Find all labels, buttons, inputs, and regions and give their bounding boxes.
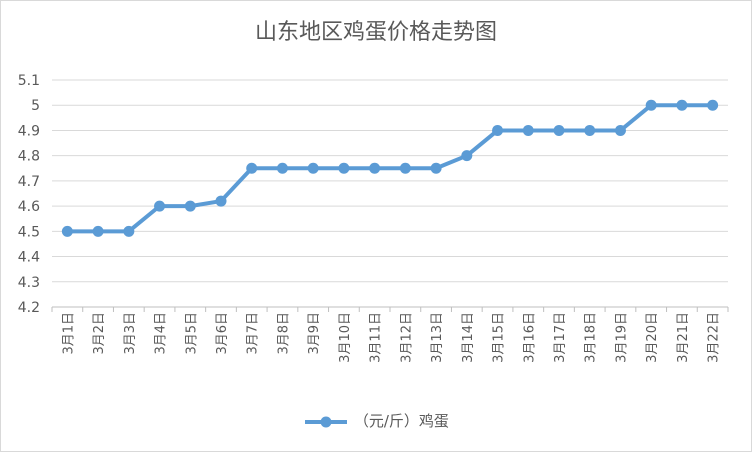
y-tick-label: 5.1 xyxy=(18,73,40,89)
x-tick-label: 3月19日 xyxy=(614,312,629,363)
y-tick-label: 4.7 xyxy=(18,174,40,190)
data-point xyxy=(61,225,73,237)
y-tick-labels: 4.2 4.3 4.4 4.5 4.6 4.7 4.8 4.9 5 5.1 xyxy=(18,73,40,316)
data-point xyxy=(246,162,258,174)
data-point xyxy=(338,162,350,174)
x-tick-label: 3月21日 xyxy=(676,312,691,363)
legend: （元/斤）鸡蛋 xyxy=(0,410,752,431)
y-tick-label: 4.5 xyxy=(18,224,40,240)
data-point xyxy=(584,124,596,136)
data-point xyxy=(399,162,411,174)
data-point xyxy=(276,162,288,174)
data-point xyxy=(123,225,135,237)
data-point xyxy=(522,124,534,136)
data-point xyxy=(430,162,442,174)
data-points xyxy=(61,99,719,237)
x-tick-label: 3月12日 xyxy=(399,312,414,363)
data-point xyxy=(215,195,227,207)
x-tick-label: 3月20日 xyxy=(645,312,660,363)
y-tick-label: 4.2 xyxy=(18,300,40,316)
data-point xyxy=(707,99,719,111)
series-line-path xyxy=(65,103,715,234)
x-axis xyxy=(51,306,729,312)
y-tick-label: 4.9 xyxy=(18,123,40,139)
data-point xyxy=(614,124,626,136)
y-tick-label: 4.8 xyxy=(18,149,40,165)
legend-label: （元/斤）鸡蛋 xyxy=(353,412,449,430)
x-tick-label: 3月18日 xyxy=(584,312,599,363)
x-tick-label: 3月17日 xyxy=(553,312,568,363)
x-tick-label: 3月16日 xyxy=(522,312,537,363)
gridlines xyxy=(52,79,728,308)
y-tick-label: 4.3 xyxy=(18,275,40,291)
y-tick-label: 5 xyxy=(31,98,40,114)
x-tick-label: 3月2日 xyxy=(92,312,107,355)
data-point xyxy=(676,99,688,111)
chart-title: 山东地区鸡蛋价格走势图 xyxy=(254,20,497,45)
x-tick-label: 3月11日 xyxy=(369,312,384,363)
data-point xyxy=(154,200,166,212)
x-tick-label: 3月22日 xyxy=(707,312,722,363)
y-tick-label: 4.6 xyxy=(18,199,40,215)
x-tick-label: 3月14日 xyxy=(461,312,476,363)
legend-marker xyxy=(305,416,348,427)
data-point xyxy=(184,200,196,212)
x-tick-label: 3月7日 xyxy=(246,312,261,355)
series-line xyxy=(65,103,715,234)
data-point xyxy=(461,150,473,162)
x-tick-label: 3月8日 xyxy=(276,312,291,355)
data-point xyxy=(92,225,104,237)
data-point xyxy=(553,124,565,136)
x-tick-label: 3月3日 xyxy=(123,312,138,355)
x-tick-label: 3月10日 xyxy=(338,312,353,363)
x-tick-labels: 3月1日 3月2日 3月3日 3月4日 3月5日 3月6日 3月7日 3月8日 3月9日 3月10… xyxy=(61,312,721,363)
x-tick-label: 3月5日 xyxy=(184,312,199,355)
data-point xyxy=(307,162,319,174)
y-tick-label: 4.4 xyxy=(18,250,40,266)
data-point xyxy=(369,162,381,174)
x-tick-label: 3月6日 xyxy=(215,312,230,355)
data-point xyxy=(645,99,657,111)
x-tick-label: 3月4日 xyxy=(154,312,169,355)
x-tick-label: 3月13日 xyxy=(430,312,445,363)
x-tick-label: 3月1日 xyxy=(61,312,76,355)
x-tick-label: 3月9日 xyxy=(307,312,322,355)
x-tick-label: 3月15日 xyxy=(492,312,507,363)
data-point xyxy=(492,124,504,136)
